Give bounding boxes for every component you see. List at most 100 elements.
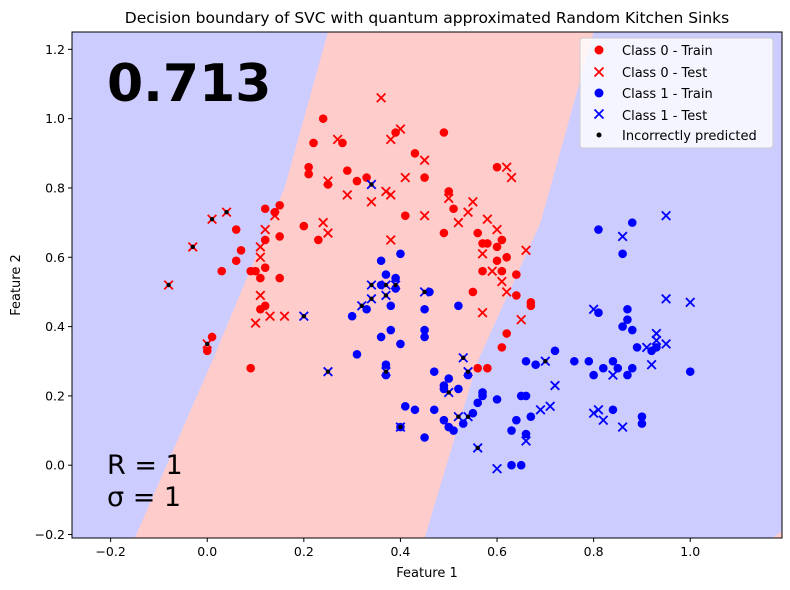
data-point	[661, 338, 672, 349]
series-class-0-test	[250, 92, 531, 329]
data-point	[497, 266, 507, 276]
y-tick-label: 0.8	[45, 180, 65, 195]
data-point	[617, 231, 628, 242]
data-point	[463, 207, 473, 218]
data-point	[526, 412, 536, 421]
legend-label-class1-train: Class 1 - Train	[622, 87, 713, 102]
data-point	[637, 412, 647, 421]
legend: Class 0 - Train Class 0 - Test Class 1 -…	[579, 37, 774, 149]
data-point	[275, 232, 284, 241]
data-point	[231, 256, 241, 266]
data-point	[250, 318, 261, 329]
data-point	[516, 314, 527, 325]
data-point	[507, 426, 516, 435]
data-point	[661, 210, 672, 221]
y-tick-label: 1.2	[45, 42, 65, 57]
incorrect-point	[456, 414, 461, 419]
data-point	[419, 155, 430, 166]
data-point	[347, 311, 357, 321]
x-tick-label: 0.4	[390, 544, 410, 559]
data-point	[376, 256, 386, 266]
incorrect-point	[383, 282, 389, 288]
data-point	[646, 359, 657, 370]
y-axis: −0.2 0.0 0.2 0.4 0.6 0.8 1.0 1.2	[35, 42, 72, 542]
incorrect-point	[461, 355, 466, 360]
x-tick-label: 0.8	[584, 544, 604, 559]
plot-frame	[71, 31, 783, 539]
data-point	[492, 224, 502, 235]
param-sigma-label: σ = 1	[107, 482, 181, 513]
data-point	[309, 138, 318, 148]
y-tick-label: 0.0	[45, 458, 65, 473]
data-point	[593, 404, 604, 415]
data-point	[275, 273, 284, 283]
data-point	[477, 248, 488, 259]
data-point	[443, 193, 454, 204]
data-point	[338, 138, 347, 148]
incorrect-point	[325, 369, 331, 374]
data-point	[454, 384, 463, 394]
data-point	[535, 404, 546, 415]
series-incorrectly-predicted	[166, 182, 548, 451]
incorrect-point	[543, 359, 548, 364]
data-point	[506, 172, 517, 183]
data-point	[502, 252, 511, 262]
data-point	[410, 405, 420, 415]
data-point	[439, 228, 449, 238]
incorrect-point	[369, 296, 374, 302]
data-point	[473, 398, 483, 408]
data-point	[477, 307, 488, 318]
data-point	[318, 217, 329, 228]
data-point	[516, 391, 526, 401]
data-point	[550, 346, 560, 356]
data-point	[352, 176, 362, 186]
data-point	[492, 256, 502, 266]
incorrect-point	[393, 282, 398, 288]
data-point	[207, 332, 217, 342]
data-point	[487, 266, 498, 277]
data-point	[598, 363, 608, 373]
data-point	[362, 304, 371, 314]
param-r-label: R = 1	[107, 450, 183, 481]
data-point	[449, 204, 458, 214]
x-tick-label: 0.6	[487, 544, 507, 559]
data-point	[444, 187, 454, 196]
data-point	[420, 173, 429, 182]
data-point	[521, 356, 531, 366]
y-tick-label: 0.2	[45, 388, 65, 403]
data-point	[236, 246, 246, 255]
data-point	[483, 239, 492, 248]
legend-box	[579, 37, 774, 149]
data-point	[516, 460, 526, 470]
data-point	[661, 293, 672, 304]
data-point	[478, 391, 487, 401]
data-point	[323, 228, 333, 238]
incorrect-point	[209, 216, 215, 222]
incorrect-point	[383, 369, 389, 374]
data-point	[584, 356, 594, 366]
data-point	[512, 415, 521, 425]
data-point	[202, 346, 212, 356]
data-point	[343, 166, 352, 175]
data-point	[627, 325, 637, 335]
legend-label-class0-test: Class 0 - Test	[622, 66, 707, 81]
data-point	[483, 363, 492, 373]
data-point	[502, 329, 511, 338]
data-point	[617, 422, 628, 433]
data-point	[323, 176, 333, 186]
data-point	[256, 273, 265, 283]
region-class-0	[134, 32, 594, 538]
data-point	[255, 241, 266, 252]
data-point	[492, 242, 502, 252]
data-point	[299, 221, 309, 231]
y-tick-label: 1.0	[45, 111, 65, 126]
data-point	[260, 263, 270, 272]
data-point	[255, 252, 266, 263]
legend-marker-class1-test	[593, 108, 605, 120]
data-point	[652, 343, 661, 352]
incorrect-point	[359, 303, 364, 308]
data-point	[618, 322, 627, 331]
data-point	[608, 356, 618, 366]
data-point	[275, 200, 284, 210]
data-point	[396, 339, 405, 349]
